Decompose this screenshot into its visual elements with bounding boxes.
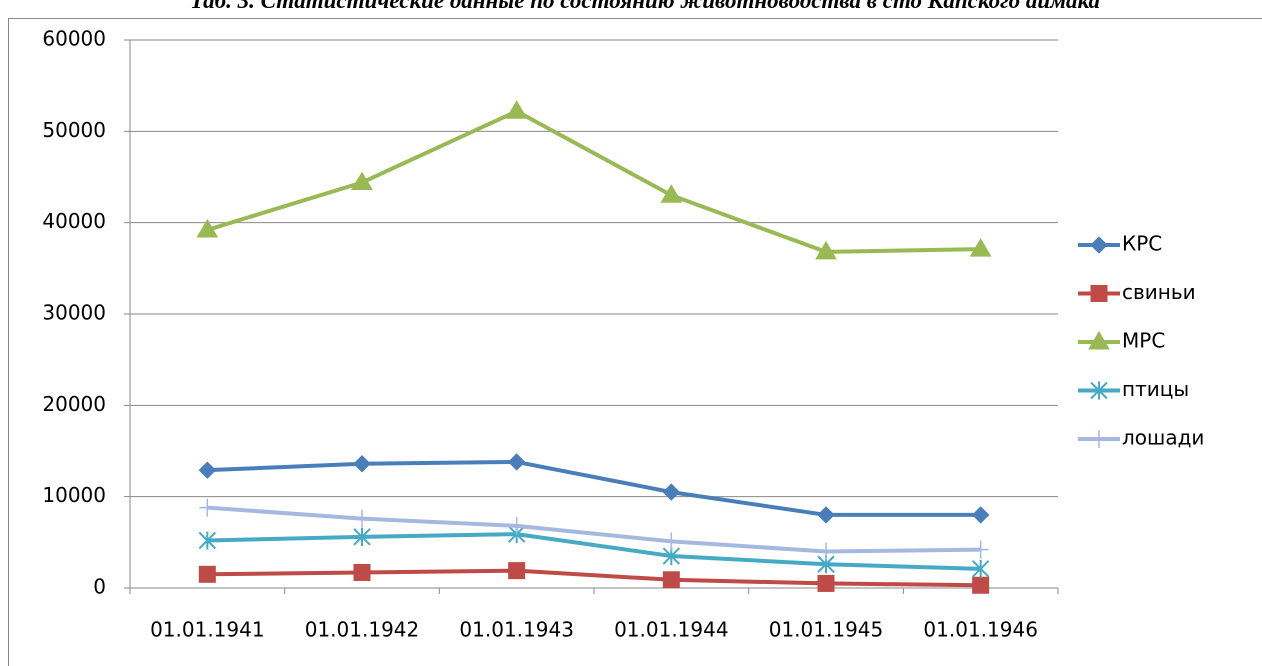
marker xyxy=(1090,381,1108,400)
marker xyxy=(972,540,989,559)
x-tick-label: 01.01.1944 xyxy=(614,618,729,642)
marker xyxy=(1091,430,1107,448)
marker xyxy=(817,506,835,524)
series-line xyxy=(207,505,981,554)
series-line xyxy=(207,532,981,571)
marker xyxy=(196,218,219,238)
y-tick-label: 30000 xyxy=(42,301,106,325)
legend-label: свиньи xyxy=(1122,280,1196,304)
marker xyxy=(660,184,683,203)
series-line xyxy=(206,109,981,254)
marker xyxy=(971,506,990,524)
x-tick-label: 01.01.1943 xyxy=(459,618,574,642)
marker xyxy=(199,498,216,517)
y-tick-label: 40000 xyxy=(42,209,106,233)
y-tick-label: 0 xyxy=(93,575,106,599)
marker xyxy=(353,455,371,473)
marker xyxy=(1088,331,1110,350)
marker xyxy=(508,562,526,580)
marker xyxy=(1090,285,1108,302)
marker xyxy=(662,483,681,501)
x-tick-label: 01.01.1942 xyxy=(305,618,420,642)
y-tick-label: 10000 xyxy=(42,483,106,507)
legend-label: КРС xyxy=(1122,232,1162,256)
chart-frame xyxy=(8,18,1262,666)
marker xyxy=(818,542,834,561)
marker xyxy=(353,563,371,581)
y-tick-label: 60000 xyxy=(42,27,106,51)
legend-label: лошади xyxy=(1122,426,1204,450)
y-tick-label: 20000 xyxy=(42,392,106,416)
marker xyxy=(354,509,370,528)
marker xyxy=(507,453,526,471)
marker xyxy=(662,571,680,589)
x-tick-label: 01.01.1945 xyxy=(769,618,884,642)
marker xyxy=(817,574,835,592)
marker xyxy=(971,559,990,578)
marker xyxy=(508,516,525,535)
marker xyxy=(198,565,216,583)
x-tick-label: 01.01.1946 xyxy=(923,618,1038,642)
y-tick-label: 50000 xyxy=(42,118,106,142)
marker xyxy=(505,100,528,119)
marker xyxy=(198,461,217,479)
chart-title: Таб. 3. Статистические данные по состоян… xyxy=(190,0,1100,13)
marker xyxy=(198,531,217,550)
marker xyxy=(972,576,990,594)
series-line xyxy=(207,459,981,517)
marker xyxy=(663,532,680,551)
marker xyxy=(969,238,992,257)
x-tick-label: 01.01.1941 xyxy=(150,618,265,642)
series-line xyxy=(207,568,981,588)
marker xyxy=(1090,236,1108,254)
marker xyxy=(351,171,373,190)
marker xyxy=(815,240,837,260)
marker xyxy=(353,527,371,546)
legend-label: МРС xyxy=(1122,329,1165,353)
legend-label: птицы xyxy=(1122,377,1189,401)
